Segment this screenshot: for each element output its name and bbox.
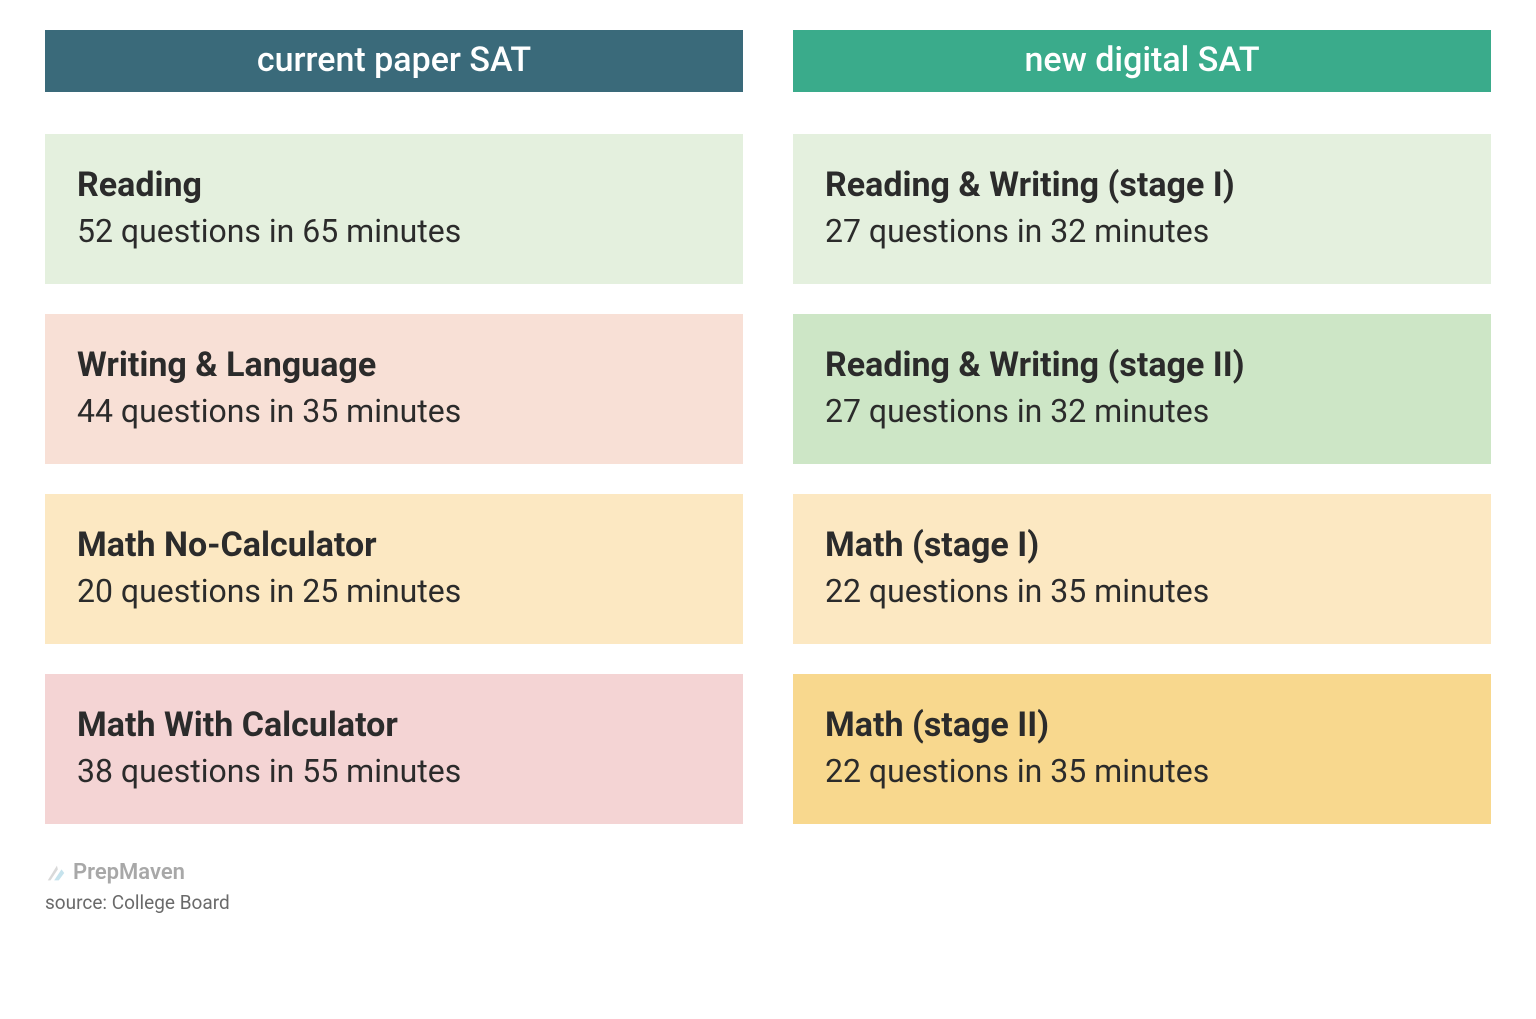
section-title: Math With Calculator — [77, 704, 711, 747]
source-text: source: College Board — [45, 891, 1491, 914]
left-header: current paper SAT — [45, 30, 743, 92]
section-title: Writing & Language — [77, 344, 711, 387]
right-section-3: Math (stage II) 22 questions in 35 minut… — [793, 674, 1491, 824]
section-detail: 27 questions in 32 minutes — [825, 391, 1459, 433]
left-section-2: Math No-Calculator 20 questions in 25 mi… — [45, 494, 743, 644]
section-title: Math No-Calculator — [77, 524, 711, 567]
section-detail: 22 questions in 35 minutes — [825, 751, 1459, 793]
comparison-container: current paper SAT Reading 52 questions i… — [45, 30, 1491, 854]
left-section-3: Math With Calculator 38 questions in 55 … — [45, 674, 743, 824]
left-column: current paper SAT Reading 52 questions i… — [45, 30, 743, 854]
section-detail: 22 questions in 35 minutes — [825, 571, 1459, 613]
right-column: new digital SAT Reading & Writing (stage… — [793, 30, 1491, 854]
footer: PrepMaven source: College Board — [45, 860, 1491, 914]
section-title: Reading & Writing (stage II) — [825, 344, 1459, 387]
right-header: new digital SAT — [793, 30, 1491, 92]
right-section-0: Reading & Writing (stage I) 27 questions… — [793, 134, 1491, 284]
section-detail: 20 questions in 25 minutes — [77, 571, 711, 613]
section-title: Math (stage II) — [825, 704, 1459, 747]
brand-icon — [45, 862, 67, 884]
section-title: Math (stage I) — [825, 524, 1459, 567]
section-detail: 27 questions in 32 minutes — [825, 211, 1459, 253]
section-detail: 44 questions in 35 minutes — [77, 391, 711, 433]
brand-text: PrepMaven — [73, 860, 185, 885]
section-detail: 38 questions in 55 minutes — [77, 751, 711, 793]
left-section-1: Writing & Language 44 questions in 35 mi… — [45, 314, 743, 464]
brand: PrepMaven — [45, 860, 1491, 885]
right-section-1: Reading & Writing (stage II) 27 question… — [793, 314, 1491, 464]
left-section-0: Reading 52 questions in 65 minutes — [45, 134, 743, 284]
section-title: Reading & Writing (stage I) — [825, 164, 1459, 207]
right-section-2: Math (stage I) 22 questions in 35 minute… — [793, 494, 1491, 644]
section-title: Reading — [77, 164, 711, 207]
section-detail: 52 questions in 65 minutes — [77, 211, 711, 253]
